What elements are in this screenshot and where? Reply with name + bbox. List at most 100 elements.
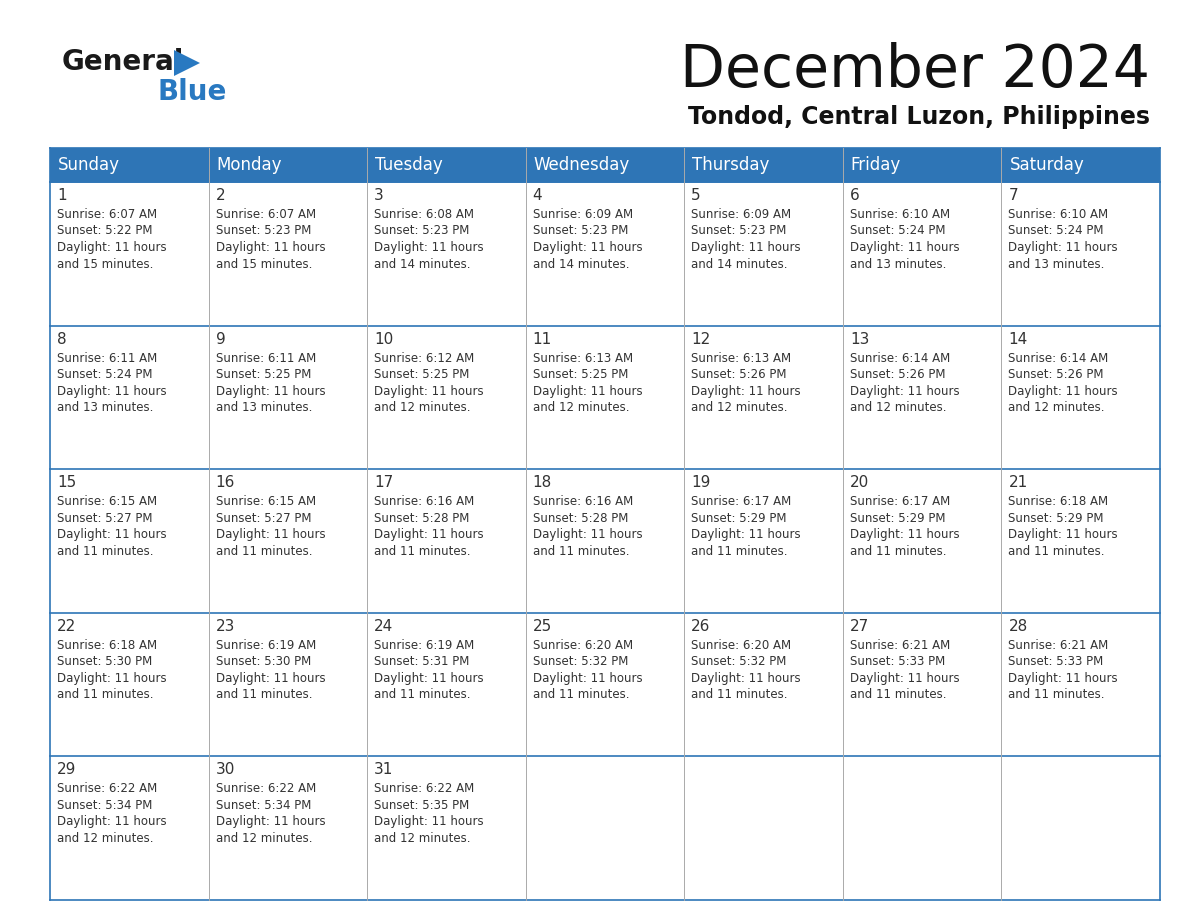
Text: Sunrise: 6:18 AM: Sunrise: 6:18 AM xyxy=(57,639,157,652)
Text: and 11 minutes.: and 11 minutes. xyxy=(532,688,630,701)
Text: Daylight: 11 hours: Daylight: 11 hours xyxy=(532,385,643,397)
Text: and 11 minutes.: and 11 minutes. xyxy=(57,688,153,701)
Text: Sunrise: 6:07 AM: Sunrise: 6:07 AM xyxy=(57,208,157,221)
Text: 8: 8 xyxy=(57,331,67,347)
Text: Sunrise: 6:09 AM: Sunrise: 6:09 AM xyxy=(691,208,791,221)
Text: Sunrise: 6:17 AM: Sunrise: 6:17 AM xyxy=(691,495,791,509)
Text: Sunset: 5:34 PM: Sunset: 5:34 PM xyxy=(215,799,311,812)
Bar xyxy=(209,182,367,326)
Text: Thursday: Thursday xyxy=(693,156,770,174)
Text: Blue: Blue xyxy=(157,78,227,106)
Bar xyxy=(526,613,684,756)
Bar xyxy=(842,182,1001,326)
Text: Sunset: 5:30 PM: Sunset: 5:30 PM xyxy=(215,655,311,668)
Bar xyxy=(209,469,367,613)
Text: and 11 minutes.: and 11 minutes. xyxy=(849,688,947,701)
Text: Sunset: 5:29 PM: Sunset: 5:29 PM xyxy=(849,511,946,525)
Text: Sunset: 5:26 PM: Sunset: 5:26 PM xyxy=(1009,368,1104,381)
Text: and 11 minutes.: and 11 minutes. xyxy=(215,544,312,558)
Bar xyxy=(50,469,209,613)
Text: Daylight: 11 hours: Daylight: 11 hours xyxy=(57,528,166,542)
Text: Daylight: 11 hours: Daylight: 11 hours xyxy=(849,241,960,254)
Text: 22: 22 xyxy=(57,619,76,633)
Text: and 11 minutes.: and 11 minutes. xyxy=(57,544,153,558)
Text: Sunrise: 6:21 AM: Sunrise: 6:21 AM xyxy=(849,639,950,652)
Text: and 13 minutes.: and 13 minutes. xyxy=(57,401,153,414)
Text: Friday: Friday xyxy=(851,156,902,174)
Bar xyxy=(526,326,684,469)
Text: Daylight: 11 hours: Daylight: 11 hours xyxy=(532,241,643,254)
Text: 10: 10 xyxy=(374,331,393,347)
Text: Daylight: 11 hours: Daylight: 11 hours xyxy=(57,672,166,685)
Bar xyxy=(684,148,842,182)
Text: Daylight: 11 hours: Daylight: 11 hours xyxy=(374,385,484,397)
Text: Sunrise: 6:15 AM: Sunrise: 6:15 AM xyxy=(57,495,157,509)
Text: 24: 24 xyxy=(374,619,393,633)
Text: Daylight: 11 hours: Daylight: 11 hours xyxy=(532,672,643,685)
Text: 28: 28 xyxy=(1009,619,1028,633)
Text: Sunset: 5:29 PM: Sunset: 5:29 PM xyxy=(1009,511,1104,525)
Text: Sunset: 5:26 PM: Sunset: 5:26 PM xyxy=(691,368,786,381)
Bar xyxy=(842,756,1001,900)
Text: Daylight: 11 hours: Daylight: 11 hours xyxy=(215,241,326,254)
Text: Sunrise: 6:10 AM: Sunrise: 6:10 AM xyxy=(1009,208,1108,221)
Text: 20: 20 xyxy=(849,476,870,490)
Text: and 14 minutes.: and 14 minutes. xyxy=(691,258,788,271)
Text: Sunset: 5:30 PM: Sunset: 5:30 PM xyxy=(57,655,152,668)
Text: Sunrise: 6:12 AM: Sunrise: 6:12 AM xyxy=(374,352,474,364)
Text: and 11 minutes.: and 11 minutes. xyxy=(691,544,788,558)
Bar xyxy=(526,756,684,900)
Text: Daylight: 11 hours: Daylight: 11 hours xyxy=(57,385,166,397)
Text: Sunrise: 6:11 AM: Sunrise: 6:11 AM xyxy=(57,352,157,364)
Text: Sunrise: 6:22 AM: Sunrise: 6:22 AM xyxy=(215,782,316,795)
Text: Sunrise: 6:19 AM: Sunrise: 6:19 AM xyxy=(215,639,316,652)
Text: Sunset: 5:32 PM: Sunset: 5:32 PM xyxy=(691,655,786,668)
Bar xyxy=(50,326,209,469)
Text: Sunrise: 6:22 AM: Sunrise: 6:22 AM xyxy=(57,782,157,795)
Text: Sunrise: 6:21 AM: Sunrise: 6:21 AM xyxy=(1009,639,1108,652)
Text: Sunrise: 6:15 AM: Sunrise: 6:15 AM xyxy=(215,495,316,509)
Text: Sunrise: 6:19 AM: Sunrise: 6:19 AM xyxy=(374,639,474,652)
Text: Daylight: 11 hours: Daylight: 11 hours xyxy=(1009,672,1118,685)
Text: 1: 1 xyxy=(57,188,67,203)
Text: Daylight: 11 hours: Daylight: 11 hours xyxy=(374,815,484,828)
Text: 15: 15 xyxy=(57,476,76,490)
Text: and 11 minutes.: and 11 minutes. xyxy=(1009,688,1105,701)
Text: Sunset: 5:27 PM: Sunset: 5:27 PM xyxy=(57,511,152,525)
Text: 17: 17 xyxy=(374,476,393,490)
Bar xyxy=(1001,756,1159,900)
Bar xyxy=(526,469,684,613)
Bar xyxy=(209,148,367,182)
Text: Sunset: 5:23 PM: Sunset: 5:23 PM xyxy=(215,225,311,238)
Text: and 12 minutes.: and 12 minutes. xyxy=(374,401,470,414)
Text: 13: 13 xyxy=(849,331,870,347)
Text: 23: 23 xyxy=(215,619,235,633)
Text: Sunrise: 6:18 AM: Sunrise: 6:18 AM xyxy=(1009,495,1108,509)
Text: Daylight: 11 hours: Daylight: 11 hours xyxy=(691,241,801,254)
Bar xyxy=(367,182,526,326)
Text: 2: 2 xyxy=(215,188,226,203)
Text: 6: 6 xyxy=(849,188,860,203)
Text: Sunday: Sunday xyxy=(58,156,120,174)
Text: and 13 minutes.: and 13 minutes. xyxy=(215,401,312,414)
Text: and 12 minutes.: and 12 minutes. xyxy=(1009,401,1105,414)
Text: Daylight: 11 hours: Daylight: 11 hours xyxy=(1009,241,1118,254)
Text: Sunset: 5:28 PM: Sunset: 5:28 PM xyxy=(532,511,628,525)
Bar xyxy=(684,756,842,900)
Text: Daylight: 11 hours: Daylight: 11 hours xyxy=(691,385,801,397)
Bar xyxy=(209,756,367,900)
Text: Sunrise: 6:16 AM: Sunrise: 6:16 AM xyxy=(532,495,633,509)
Text: Sunset: 5:24 PM: Sunset: 5:24 PM xyxy=(57,368,152,381)
Text: 9: 9 xyxy=(215,331,226,347)
Text: and 12 minutes.: and 12 minutes. xyxy=(215,832,312,845)
Text: December 2024: December 2024 xyxy=(680,42,1150,99)
Text: Daylight: 11 hours: Daylight: 11 hours xyxy=(57,241,166,254)
Text: and 14 minutes.: and 14 minutes. xyxy=(532,258,630,271)
Bar xyxy=(50,756,209,900)
Text: 4: 4 xyxy=(532,188,543,203)
Text: Wednesday: Wednesday xyxy=(533,156,630,174)
Bar xyxy=(1001,469,1159,613)
Bar xyxy=(367,613,526,756)
Text: and 15 minutes.: and 15 minutes. xyxy=(57,258,153,271)
Text: Daylight: 11 hours: Daylight: 11 hours xyxy=(374,528,484,542)
